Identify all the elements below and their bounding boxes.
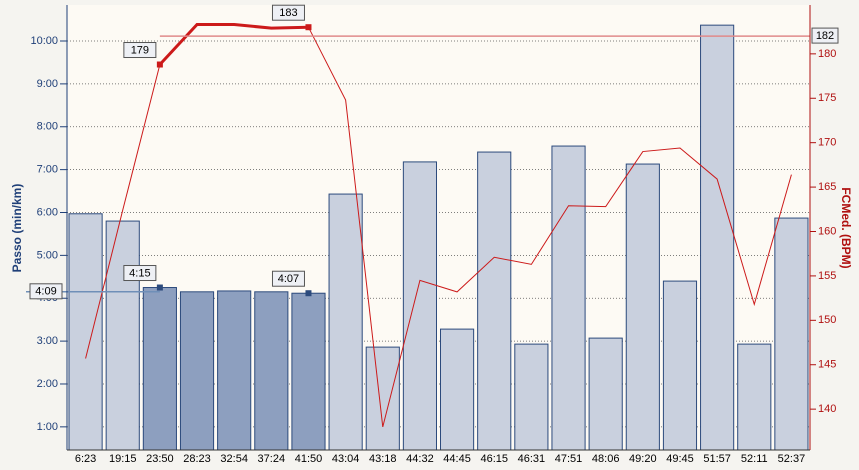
y-tick-label: 1:00	[37, 421, 58, 433]
value-label-box	[271, 270, 305, 287]
value-label: 4:15	[129, 267, 150, 279]
point-marker	[156, 61, 163, 68]
x-tick-label: 52:37	[778, 453, 806, 465]
value-label-box	[123, 42, 157, 59]
x-tick-label: 43:04	[332, 453, 360, 465]
bar	[662, 280, 698, 451]
bar	[328, 193, 363, 451]
y2-tick-label: 175	[818, 92, 836, 104]
bar	[551, 145, 586, 451]
value-label: 179	[131, 44, 149, 56]
x-tick-label: 48:06	[592, 453, 620, 465]
value-label-box	[123, 265, 157, 282]
bar	[700, 24, 735, 451]
y2-tick-label: 145	[818, 359, 836, 371]
x-tick-label: 32:54	[220, 453, 248, 465]
x-tick-label: 52:11	[741, 453, 768, 465]
y-tick-label: 2:00	[37, 378, 58, 390]
bar	[179, 291, 215, 451]
y2-tick-label: 155	[818, 270, 836, 282]
plot-area	[67, 5, 810, 450]
bar	[588, 337, 623, 451]
x-tick-label: 43:18	[369, 453, 397, 465]
x-tick-label: 49:45	[666, 453, 694, 465]
x-tick-label: 19:15	[109, 453, 137, 465]
y-axis-label: Passo (min/km)	[10, 184, 24, 273]
y-tick-label: 8:00	[37, 121, 58, 133]
bar	[291, 292, 326, 451]
x-tick-label: 46:15	[480, 453, 508, 465]
value-label: 183	[279, 7, 297, 19]
bar	[142, 287, 177, 451]
bar	[402, 161, 438, 451]
y2-tick-label: 170	[818, 137, 836, 149]
x-tick-label: 51:57	[703, 453, 731, 465]
bar	[254, 291, 289, 451]
y-tick-label: 3:00	[37, 335, 58, 347]
x-tick-label: 49:20	[629, 453, 657, 465]
x-tick-label: 6:23	[75, 453, 96, 465]
bar	[774, 217, 809, 451]
bar	[625, 163, 660, 451]
x-tick-label: 37:24	[258, 453, 286, 465]
bar	[477, 151, 512, 451]
reference-label-box	[29, 283, 63, 300]
bar	[68, 213, 103, 451]
bar	[365, 346, 400, 451]
bar	[217, 290, 252, 451]
y2-tick-label: 150	[818, 314, 836, 326]
y-tick-label: 6:00	[37, 206, 58, 218]
x-tick-label: 44:32	[406, 453, 434, 465]
point-marker	[305, 24, 312, 31]
bar	[514, 343, 549, 451]
y2-tick-label: 180	[818, 48, 836, 60]
x-tick-label: 23:50	[146, 453, 174, 465]
y2-tick-label: 165	[818, 181, 836, 193]
point-marker	[156, 284, 163, 291]
x-tick-label: 44:45	[443, 453, 471, 465]
y-tick-label: 10:00	[30, 35, 58, 47]
bar	[105, 220, 140, 451]
y2-axis-label: FCMed. (BPM)	[839, 187, 853, 268]
reference-label: 182	[816, 30, 834, 42]
y2-tick-label: 160	[818, 225, 836, 237]
bar	[737, 343, 772, 451]
x-tick-label: 47:51	[555, 453, 583, 465]
x-tick-label: 41:50	[295, 453, 323, 465]
point-marker	[305, 290, 312, 297]
reference-label-box	[811, 27, 839, 44]
y2-tick-label: 140	[818, 403, 836, 415]
value-label-box	[271, 4, 305, 21]
bar	[440, 328, 475, 451]
highlight-line	[158, 23, 309, 66]
reference-label: 4:09	[35, 286, 56, 298]
x-tick-label: 28:23	[183, 453, 211, 465]
x-tick-label: 46:31	[518, 453, 546, 465]
y-tick-label: 5:00	[37, 249, 58, 261]
value-label: 4:07	[278, 273, 299, 285]
y-tick-label: 7:00	[37, 164, 58, 176]
y-tick-label: 9:00	[37, 78, 58, 90]
